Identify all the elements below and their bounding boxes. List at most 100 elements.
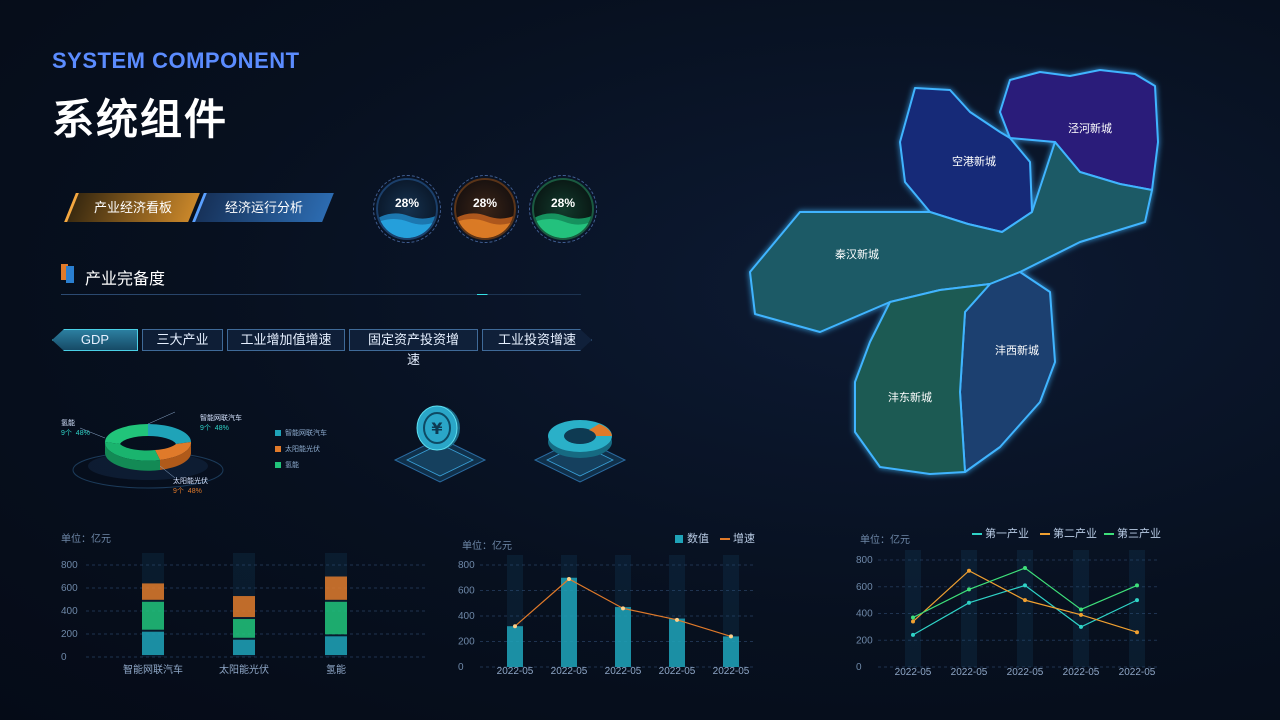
tab-industrial-growth[interactable]: 工业增加值增速 xyxy=(227,329,345,351)
y-tick-label: 400 xyxy=(856,609,873,620)
series-point xyxy=(911,615,915,620)
y-tick-label: 0 xyxy=(856,662,862,673)
series-point xyxy=(1023,583,1027,588)
bar xyxy=(561,577,577,667)
legend-item-car: 智能网联汽车 xyxy=(275,428,327,438)
chart1-stacked-bar: 0 200 400 600 800 智能网联汽车 太阳能光伏 氢能 xyxy=(61,553,428,676)
section-title: 产业完备度 xyxy=(85,271,166,288)
tab-gdp[interactable]: GDP xyxy=(52,329,138,351)
chart3-legend-2-label: 第二产业 xyxy=(1053,528,1097,540)
donut-label-hydrogen-count: 9个 xyxy=(61,430,72,437)
header-title-en: SYSTEM COMPONENT xyxy=(52,48,300,73)
region-label-qinhan: 秦汉新城 xyxy=(835,247,879,261)
gauge-1: 28% xyxy=(376,178,438,240)
stacked-bar-segment xyxy=(325,601,347,635)
y-tick-label: 800 xyxy=(856,555,873,566)
y-tick-label: 600 xyxy=(458,586,475,597)
tab-fixed-asset-growth[interactable]: 固定资产投资增速 xyxy=(349,329,478,367)
tag-industry-board-label: 产业经济看板 xyxy=(94,200,173,215)
legend-swatch-solar xyxy=(275,446,281,453)
x-tick-label: 2022-05 xyxy=(951,667,988,678)
chart2-bar-line: 0 200 400 600 800 2022-05 2022-05 2022-05 2022-0… xyxy=(458,555,755,677)
bar xyxy=(669,618,685,667)
chart3-legend-1: 第一产业 xyxy=(972,525,1029,541)
chart3-legend-1-swatch xyxy=(972,533,982,536)
bar xyxy=(507,626,523,667)
gauge-3-value: 28% xyxy=(550,196,576,210)
legend-label-hydrogen: 氢能 xyxy=(285,462,299,469)
series-point xyxy=(1079,607,1083,612)
chart1-unit: 单位：亿元 xyxy=(61,534,111,545)
chart3-legend-3-label: 第三产业 xyxy=(1117,528,1161,540)
yuan-coin-icon: ¥ xyxy=(393,405,487,483)
section-flag-icon xyxy=(61,264,74,283)
x-tick-label: 2022-05 xyxy=(1007,667,1044,678)
region-fengdong xyxy=(854,283,991,475)
column-track xyxy=(1129,550,1145,667)
y-tick-label: 0 xyxy=(61,652,67,663)
x-tick-label: 2022-05 xyxy=(895,667,932,678)
chart2-legend-value-label: 数值 xyxy=(687,533,709,545)
x-tick-label: 太阳能光伏 xyxy=(219,663,269,676)
donut-label-car-count: 9个 xyxy=(200,425,211,432)
chart2-legend-growth: 增速 xyxy=(720,530,755,546)
tab-three-industries[interactable]: 三大产业 xyxy=(142,329,223,351)
region-label-konggang: 空港新城 xyxy=(952,154,996,168)
tab-industrial-investment[interactable]: 工业投资增速 xyxy=(482,329,592,351)
chart2-legend-growth-label: 增速 xyxy=(733,533,755,545)
series-point xyxy=(967,568,971,573)
legend-item-hydrogen: 氢能 xyxy=(275,460,299,470)
tag-economic-analysis-label: 经济运行分析 xyxy=(225,200,304,215)
column-track xyxy=(905,550,921,667)
tag-industry-board[interactable]: 产业经济看板 xyxy=(64,193,200,222)
chart2-legend-value-swatch xyxy=(675,535,683,544)
district-map: 泾河新城 空港新城 秦汉新城 沣西新城 沣东新城 xyxy=(749,69,1159,475)
x-tick-label: 2022-05 xyxy=(605,666,642,677)
section-divider xyxy=(61,294,581,295)
donut-label-car-pct: 48% xyxy=(214,425,229,432)
chart3-unit: 单位：亿元 xyxy=(860,535,910,546)
donut-label-solar-pct: 48% xyxy=(187,488,202,495)
stacked-bar-segment xyxy=(233,619,255,638)
stacked-bar-segment xyxy=(325,636,347,655)
legend-swatch-hydrogen xyxy=(275,462,281,469)
column-track xyxy=(1017,550,1033,667)
series-point xyxy=(1135,598,1139,603)
x-tick-label: 2022-05 xyxy=(659,666,696,677)
donut-segments xyxy=(104,424,192,471)
tag-economic-analysis[interactable]: 经济运行分析 xyxy=(192,193,334,222)
series-point xyxy=(911,619,915,624)
gauge-1-value: 28% xyxy=(394,196,420,210)
region-label-fengdong: 沣东新城 xyxy=(888,390,932,404)
growth-point xyxy=(621,606,625,611)
gauge-2-value: 28% xyxy=(472,196,498,210)
x-tick-label: 2022-05 xyxy=(1119,667,1156,678)
y-tick-label: 200 xyxy=(458,637,475,648)
y-tick-label: 200 xyxy=(61,629,78,640)
ring-3d-icon xyxy=(533,420,627,483)
growth-point xyxy=(567,577,571,582)
series-point xyxy=(1023,598,1027,603)
x-tick-label: 氢能 xyxy=(326,663,346,676)
x-tick-label: 2022-05 xyxy=(1063,667,1100,678)
y-tick-label: 800 xyxy=(61,560,78,571)
chart2-unit: 单位：亿元 xyxy=(462,541,512,552)
series-point xyxy=(967,600,971,605)
stacked-bar-segment xyxy=(142,631,164,655)
header-title-cn: 系统组件 xyxy=(52,96,229,143)
y-tick-label: 600 xyxy=(61,583,78,594)
legend-item-solar: 太阳能光伏 xyxy=(275,444,320,454)
chart2-legend-value: 数值 xyxy=(675,530,709,546)
chart3-legend-2-swatch xyxy=(1040,533,1050,536)
gauge-ring-1 xyxy=(373,175,441,243)
series-point xyxy=(1079,624,1083,629)
chart3-legend-2: 第二产业 xyxy=(1040,525,1097,541)
column-track xyxy=(961,550,977,667)
x-tick-label: 2022-05 xyxy=(551,666,588,677)
chart2-legend-growth-swatch xyxy=(720,538,730,541)
donut-label-hydrogen-stats: 9个 48% xyxy=(61,428,90,438)
legend-label-car: 智能网联汽车 xyxy=(285,430,327,437)
chart3-legend-1-label: 第一产业 xyxy=(985,528,1029,540)
gauge-ring-2 xyxy=(451,175,519,243)
legend-swatch-car xyxy=(275,430,281,437)
